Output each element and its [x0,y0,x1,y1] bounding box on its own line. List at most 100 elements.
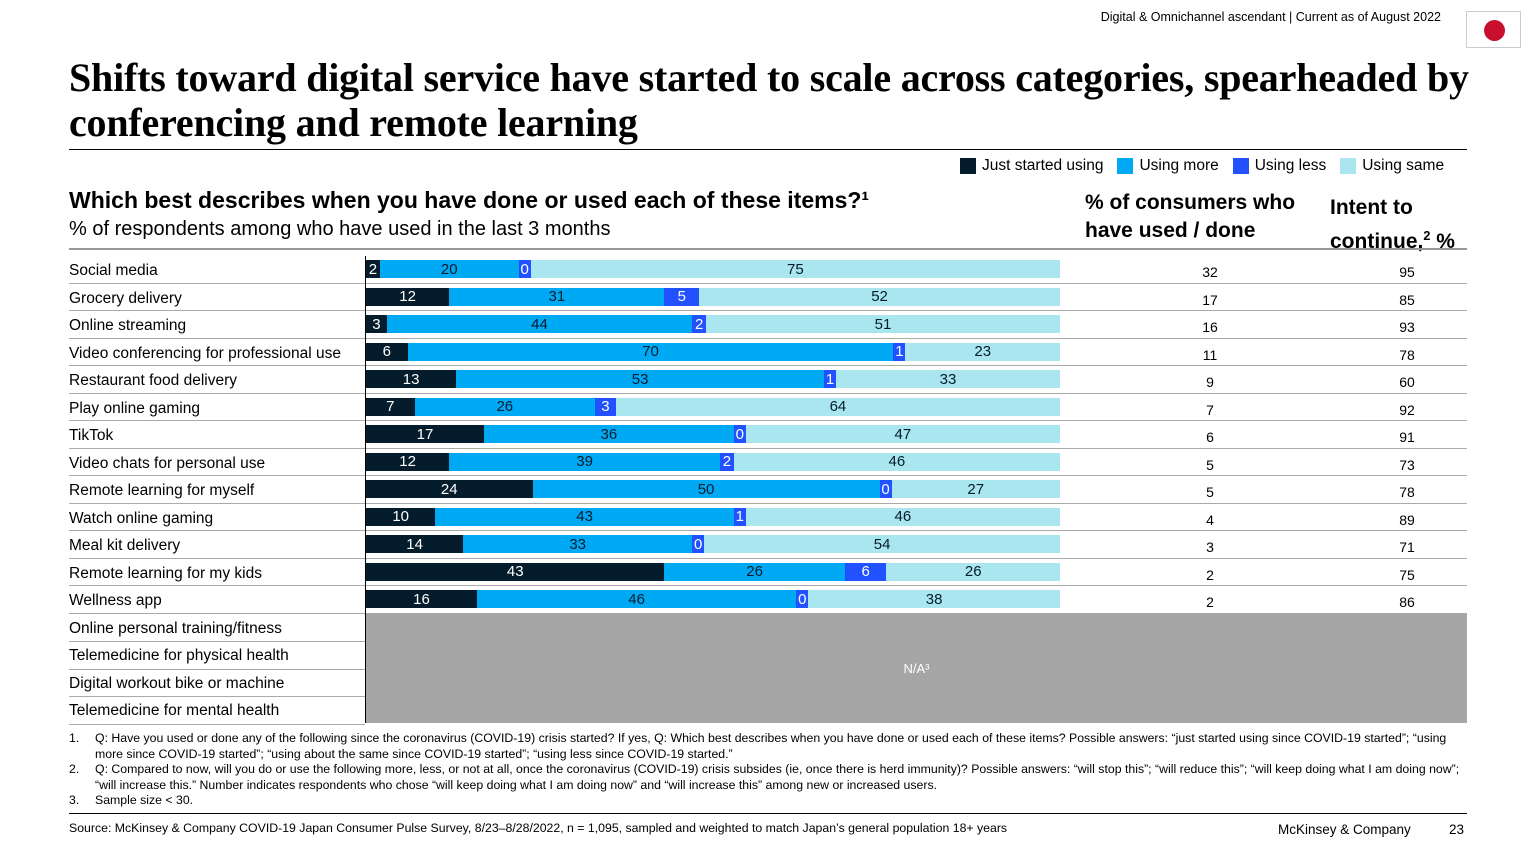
footnote-text: Q: Compared to now, will you do or use t… [95,762,1460,792]
used-value: 2 [1206,566,1214,583]
used-value: 9 [1206,374,1214,390]
bar-segment-1: 70 [407,342,894,361]
used-value: 17 [1202,291,1218,308]
data-label: 20 [440,260,458,278]
data-label: 26 [964,563,982,580]
category-label: TikTok [69,427,114,444]
intent-column-header: Intent to continue,2 % [1330,196,1455,253]
bar-segment-0: 6 [366,342,408,361]
category-label: Remote learning for myself [69,482,255,499]
data-label: 1 [825,370,835,388]
data-label: 50 [697,480,715,498]
bar-segment-2: 1 [824,370,837,388]
bar-segment-3: 52 [699,287,1060,306]
bar-segment-1: 31 [449,287,665,306]
brand-name: McKinsey & Company [1278,822,1411,837]
table-row: Telemedicine for mental health [69,696,1467,725]
legend-item: Just started using [960,157,1103,175]
bar-segment-3: 27 [891,480,1060,498]
legend-item: Using more [1117,157,1219,175]
stacked-bar: 13 53 1 33 [366,370,1060,388]
intent-value: 71 [1399,539,1415,555]
data-label: 53 [631,370,649,388]
data-label: 36 [600,425,618,443]
data-label: 43 [506,563,524,580]
data-label: 3 [601,398,610,415]
data-label: 2 [722,453,732,470]
data-label: 27 [967,480,985,498]
intent-value: 78 [1399,346,1415,363]
bar-segment-2: 1 [893,342,906,361]
question-subheading: % of respondents among who have used in … [69,218,611,240]
data-label: 0 [881,480,890,498]
legend-label: Using more [1139,157,1219,174]
data-label: 23 [974,343,992,360]
stacked-bar: 7 26 3 64 [366,397,1060,416]
bar-segment-3: 38 [808,590,1060,608]
legend-swatch [1340,158,1357,174]
data-label: 75 [786,260,804,278]
legend-label: Using same [1362,157,1445,174]
bar-segment-1: 36 [483,425,734,443]
footnote-text: Sample size < 30. [95,793,194,807]
intent-value: 95 [1399,264,1415,280]
category-label: Video chats for personal use [69,454,266,472]
bar-segment-2: 0 [692,535,705,553]
stacked-bar: 6 70 1 23 [366,342,1060,361]
legend: Just started using Using more Using less Us… [960,157,1444,175]
data-label: 1 [895,343,904,360]
table-row: Online personal training/fitness [69,614,1467,642]
footnote: 1. Q: Have you used or done any of the fo… [69,731,1469,762]
used-value: 11 [1202,346,1218,363]
bar-segment-1: 20 [379,260,519,278]
bar-segment-3: 23 [905,342,1060,361]
bar-segment-2: 2 [719,452,734,471]
table-row: Digital workout bike or machine [69,669,1467,697]
data-label: 2 [368,260,378,278]
stacked-bar: 17 36 0 47 [366,425,1060,443]
data-label: 33 [569,535,586,553]
footnote-number: 1. [69,731,80,745]
used-value: 32 [1202,264,1218,280]
bar-segment-3: 26 [886,562,1060,581]
table-row: Telemedicine for physical health [69,641,1467,670]
used-value: 3 [1206,539,1214,555]
data-label: 33 [939,370,957,388]
data-label: 51 [874,315,892,333]
bar-segment-2: 0 [796,590,809,608]
data-label: 44 [531,315,548,333]
bar-segment-0: 12 [366,287,450,306]
bar-segment-3: 51 [706,315,1060,333]
tracker-text: Digital & Omnichannel ascendant | Curren… [1100,10,1441,24]
table-row: Restaurant food delivery 13 53 1 33 9 60 [69,366,1467,394]
source-note: Source: McKinsey & Company COVID-19 Japa… [69,821,1008,835]
stacked-bar: 24 50 0 27 [366,480,1060,498]
intent-value: 78 [1399,484,1415,500]
used-value: 6 [1206,429,1214,445]
table-row: Wellness app 16 46 0 38 2 86 [69,586,1467,614]
bar-segment-1: 26 [664,562,845,581]
intent-value: 86 [1399,594,1415,610]
bar-segment-1: 26 [414,397,596,416]
data-label: 6 [861,563,870,580]
category-label: Wellness app [69,592,162,609]
data-label: 5 [677,288,686,305]
page-title: Shifts toward digital service have start… [69,55,1469,145]
data-label: 7 [386,398,395,415]
page-number: 23 [1449,822,1465,837]
bar-segment-1: 39 [449,452,720,471]
data-label: 13 [402,370,420,388]
data-label: 54 [873,535,891,553]
chart-axis [365,256,366,723]
data-label: 46 [894,508,912,525]
divider [69,813,1467,814]
category-label: Video conferencing for professional use [69,344,341,362]
bar-segment-2: 0 [733,425,746,443]
table-row: Meal kit delivery 14 33 0 54 3 71 [69,531,1467,559]
data-label: 70 [642,343,659,360]
bar-segment-1: 53 [456,370,825,388]
data-label: 3 [372,315,381,333]
table-row: Online streaming 3 44 2 51 16 93 [69,311,1467,339]
table-row: TikTok 17 36 0 47 6 91 [69,421,1467,449]
bar-segment-0: 43 [366,562,665,581]
